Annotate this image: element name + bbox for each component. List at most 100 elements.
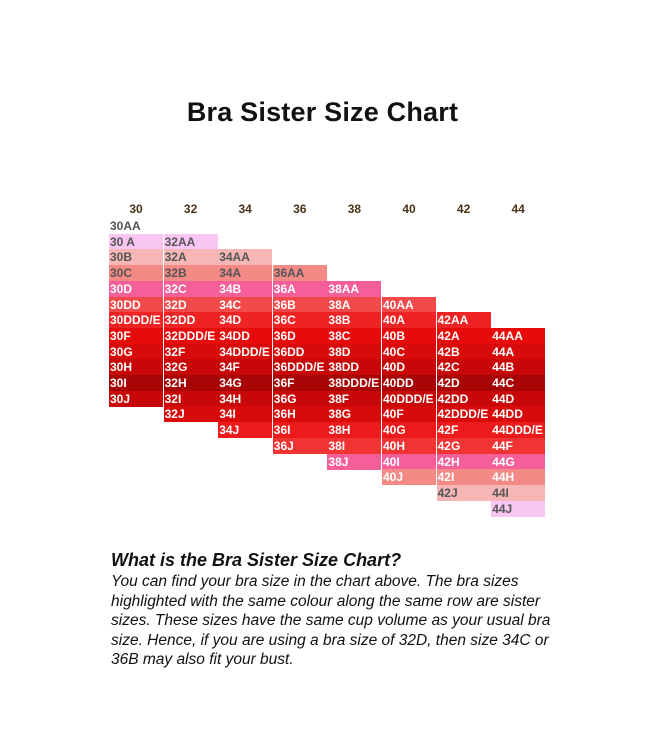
explanation-body: You can find your bra size in the chart …	[111, 573, 551, 668]
size-cell-44a: 44A	[491, 343, 546, 360]
size-cell-34dd: 34DD	[218, 327, 273, 344]
band-header-36: 36	[293, 202, 307, 216]
size-cell-38i: 38I	[327, 437, 382, 454]
size-cell-36d: 36D	[272, 327, 327, 344]
size-cell-36aa: 36AA	[272, 265, 327, 282]
size-cell-40c: 40C	[382, 343, 436, 360]
size-cell-40a: 40A	[382, 312, 436, 329]
band-header-30: 30	[129, 202, 143, 216]
size-cell-30dd: 30DD	[109, 296, 163, 313]
size-cell-40b: 40B	[382, 327, 436, 344]
size-cell-42i: 42I	[436, 469, 491, 486]
size-cell-30j: 30J	[109, 390, 163, 407]
size-cell-42f: 42F	[436, 422, 491, 439]
size-cell-40aa: 40AA	[382, 296, 436, 313]
band-header-34: 34	[238, 202, 252, 216]
size-cell-38b: 38B	[327, 312, 382, 329]
size-cell-32g: 32G	[163, 359, 218, 376]
size-cell-32h: 32H	[163, 375, 218, 391]
size-cell-40g: 40G	[382, 422, 436, 439]
band-header-38: 38	[347, 202, 362, 216]
size-cell-32j: 32J	[163, 406, 218, 423]
size-cell-38aa: 38AA	[327, 280, 382, 297]
size-cell-44b: 44B	[491, 359, 546, 376]
size-cell-36h: 36H	[272, 406, 327, 423]
size-cell-44aa: 44AA	[491, 327, 546, 344]
size-cell-36i: 36I	[272, 422, 327, 439]
size-cell-42d: 42D	[436, 375, 491, 391]
size-cell-34d: 34D	[218, 312, 273, 329]
size-cell-42ddde: 42DDD/E	[436, 406, 491, 423]
size-cell-38h: 38H	[327, 422, 382, 439]
size-cell-32c: 32C	[163, 280, 218, 297]
size-cell-38g: 38G	[327, 406, 382, 423]
size-cell-36c: 36C	[272, 312, 327, 329]
size-cell-34j: 34J	[218, 422, 273, 439]
size-cell-44g: 44G	[491, 453, 546, 470]
size-cell-30ddde: 30DDD/E	[109, 312, 163, 329]
size-cell-30h: 30H	[109, 359, 163, 376]
size-cell-34h: 34H	[218, 390, 273, 407]
size-cell-44c: 44C	[491, 375, 546, 391]
band-header-40: 40	[402, 202, 416, 216]
size-cell-38dd: 38DD	[327, 359, 382, 376]
band-header-42: 42	[456, 202, 471, 216]
size-cell-34f: 34F	[218, 359, 273, 376]
size-cell-38a: 38A	[327, 296, 382, 313]
size-cell-30b: 30B	[109, 249, 163, 266]
size-cell-44ddde: 44DDD/E	[491, 422, 546, 439]
size-cell-32aa: 32AA	[163, 233, 218, 250]
size-cell-38d: 38D	[327, 343, 382, 360]
size-cell-40i: 40I	[382, 453, 436, 470]
size-cell-34g: 34G	[218, 375, 273, 391]
size-cell-44h: 44H	[491, 469, 546, 486]
size-cell-42a: 42A	[436, 327, 491, 344]
page-title: Bra Sister Size Chart	[186, 97, 459, 127]
size-cell-40f: 40F	[382, 406, 436, 423]
size-cell-36b: 36B	[272, 296, 327, 313]
size-cell-40j: 40J	[382, 469, 436, 486]
size-cell-40h: 40H	[382, 437, 436, 454]
size-cell-32d: 32D	[163, 296, 218, 313]
size-cell-42g: 42G	[436, 437, 491, 454]
size-cell-40d: 40D	[382, 359, 436, 376]
band-header-44: 44	[511, 202, 525, 216]
size-cell-44f: 44F	[491, 437, 546, 454]
size-cell-34a: 34A	[218, 265, 273, 282]
size-cell-30g: 30G	[109, 343, 163, 360]
size-cell-42dd: 42DD	[436, 390, 491, 407]
size-cell-40ddde: 40DDD/E	[382, 390, 436, 407]
size-cell-30c: 30C	[109, 265, 163, 282]
size-cell-34ddde: 34DDD/E	[218, 343, 273, 360]
size-cell-42j: 42J	[436, 484, 491, 501]
size-cell-36ddde: 36DDD/E	[272, 359, 327, 376]
size-cell-36dd: 36DD	[272, 343, 327, 360]
size-cell-40dd: 40DD	[382, 375, 436, 391]
size-cell-38c: 38C	[327, 327, 382, 344]
size-cell-34c: 34C	[218, 296, 273, 313]
size-cell-32dd: 32DD	[163, 312, 218, 329]
size-cell-30f: 30F	[109, 327, 163, 344]
size-cell-38j: 38J	[327, 453, 382, 470]
size-cell-44d: 44D	[491, 390, 546, 407]
size-cell-44dd: 44DD	[491, 406, 546, 423]
size-cell-34aa: 34AA	[218, 249, 273, 266]
size-cell-32i: 32I	[163, 390, 218, 407]
size-cell-32b: 32B	[163, 265, 218, 282]
size-cell-30d: 30D	[109, 280, 163, 297]
size-cell-32ddde: 32DDD/E	[163, 327, 218, 344]
size-cell-42c: 42C	[436, 359, 491, 376]
size-cell-44j: 44J	[491, 500, 546, 517]
size-cell-42b: 42B	[436, 343, 491, 360]
size-cell-34i: 34I	[218, 406, 273, 423]
size-cell-36j: 36J	[272, 437, 327, 454]
size-cell-38f: 38F	[327, 390, 382, 407]
size-cell-30aa: 30AA	[109, 218, 163, 234]
size-cell-36f: 36F	[272, 375, 327, 391]
band-header-32: 32	[183, 202, 198, 216]
size-cell-44i: 44I	[491, 484, 546, 501]
explanation-heading: What is the Bra Sister Size Chart?	[111, 550, 402, 570]
size-cell-32a: 32A	[163, 249, 218, 266]
size-cell-30i: 30I	[109, 375, 163, 391]
